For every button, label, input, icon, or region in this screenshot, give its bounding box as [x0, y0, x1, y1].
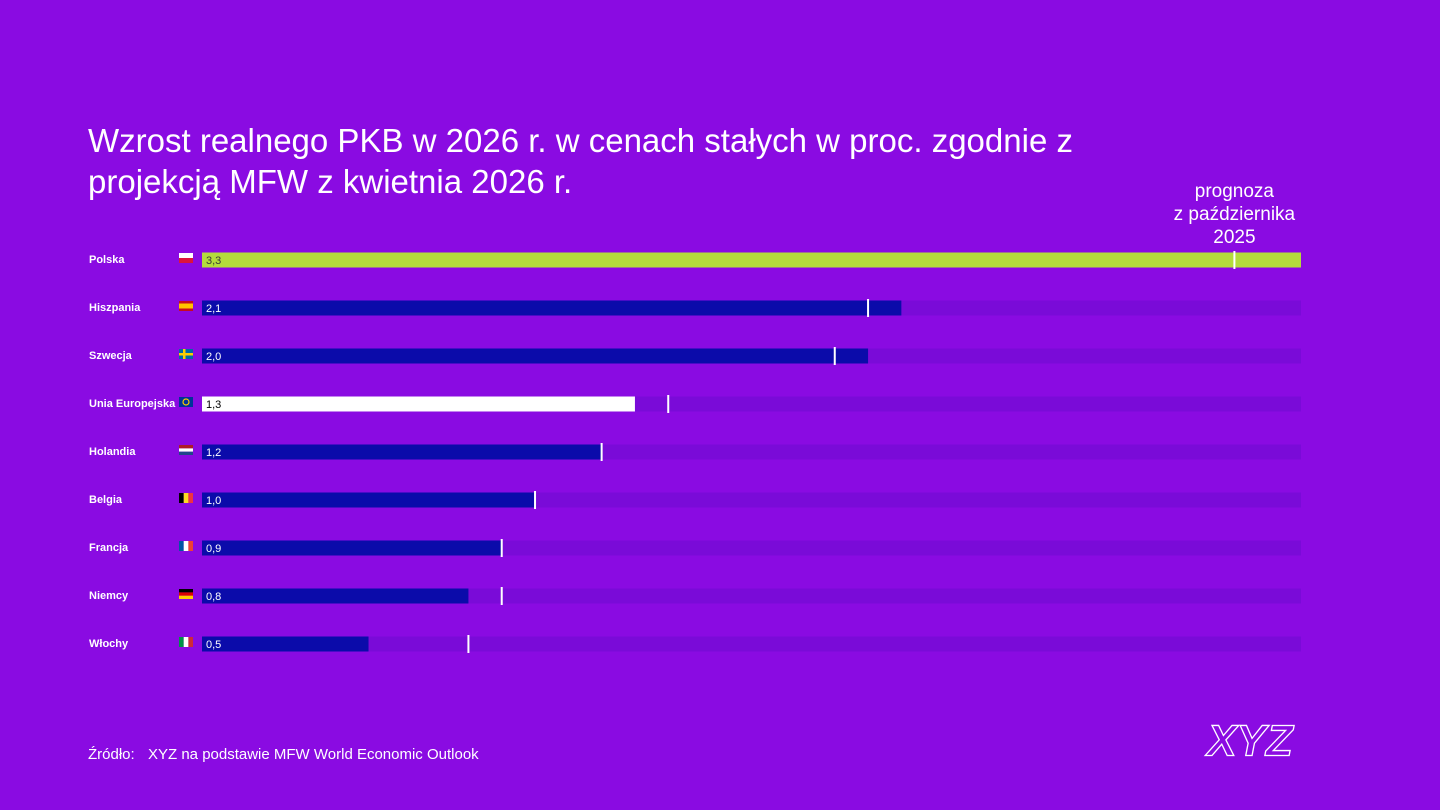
forecast-label: 2025	[1213, 227, 1255, 248]
bar	[202, 492, 536, 508]
bar	[202, 252, 1301, 268]
bar-track	[202, 588, 1301, 604]
category-label: Holandia	[89, 446, 136, 458]
value-label: 3,3	[206, 255, 221, 267]
value-label: 2,1	[206, 303, 221, 315]
bar	[202, 300, 902, 316]
bar	[202, 396, 635, 412]
chart-title: Wzrost realnego PKB w 2026 r. w cenach s…	[88, 122, 1073, 200]
category-label: Polska	[89, 254, 125, 266]
value-label: 1,0	[206, 495, 221, 507]
bar	[202, 444, 602, 460]
bar	[202, 348, 869, 364]
bar	[202, 540, 502, 556]
category-label: Szwecja	[89, 350, 133, 362]
bar	[202, 636, 369, 652]
bar-track	[202, 636, 1301, 652]
value-label: 0,9	[206, 543, 221, 555]
category-label: Niemcy	[89, 590, 129, 602]
category-label: Hiszpania	[89, 302, 141, 314]
forecast-label: prognoza	[1195, 181, 1275, 202]
category-label: Unia Europejska	[89, 398, 176, 410]
value-label: 1,3	[206, 399, 221, 411]
source-label: Źródło:	[88, 746, 135, 763]
category-label: Francja	[89, 542, 129, 554]
value-label: 0,5	[206, 639, 221, 651]
category-label: Belgia	[89, 494, 123, 506]
value-label: 2,0	[206, 351, 221, 363]
value-label: 0,8	[206, 591, 221, 603]
forecast-label: z października	[1174, 204, 1296, 225]
logo: XYZ	[1204, 717, 1295, 766]
bar	[202, 588, 469, 604]
category-label: Włochy	[89, 638, 129, 650]
flags	[179, 253, 193, 647]
value-label: 1,2	[206, 447, 221, 459]
source: XYZ na podstawie MFW World Economic Outl…	[148, 746, 479, 763]
